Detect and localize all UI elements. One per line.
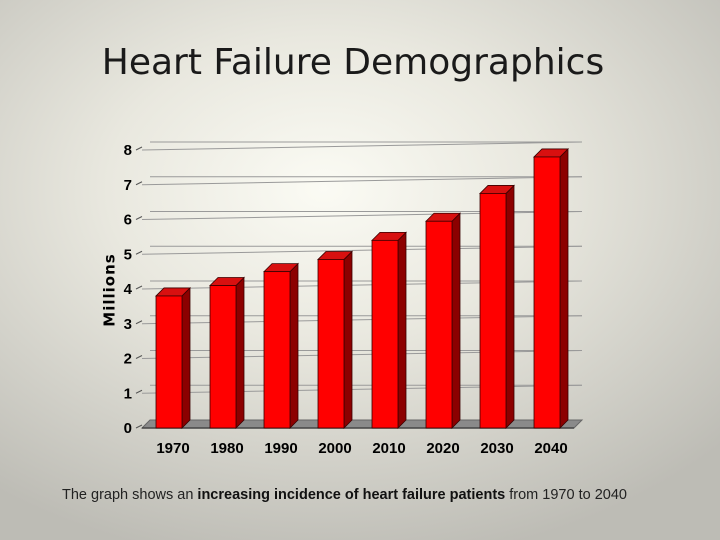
gridline — [141, 176, 583, 186]
slide-title: Heart Failure Demographics — [101, 42, 605, 83]
bar — [317, 250, 353, 429]
x-tick-label: 2030 — [480, 440, 513, 457]
bar-front — [425, 220, 453, 429]
y-tick-mark — [135, 389, 143, 394]
x-tick-label: 2000 — [318, 440, 351, 457]
y-tick-mark — [135, 424, 143, 429]
caption-text-emphasis: increasing incidence of heart failure pa… — [197, 487, 506, 503]
bar-side — [181, 286, 191, 429]
y-tick-label: 1 — [124, 385, 132, 402]
bar-side — [397, 231, 407, 429]
bar — [371, 231, 407, 429]
y-tick-label: 4 — [124, 281, 133, 298]
bar-side — [235, 276, 245, 429]
y-tick-mark — [135, 216, 143, 220]
bar-side — [559, 147, 569, 429]
x-tick-label: 1990 — [264, 440, 297, 457]
x-tick-label: 2040 — [534, 440, 567, 457]
y-tick-label: 2 — [124, 351, 132, 368]
bar-front — [371, 239, 399, 429]
y-tick-mark — [135, 250, 143, 255]
gridline — [141, 211, 583, 220]
bar-side — [505, 184, 515, 429]
y-tick-label: 0 — [124, 420, 132, 437]
y-tick-label: 7 — [124, 177, 132, 194]
bar-side — [343, 250, 353, 429]
bar-side — [451, 212, 461, 429]
y-tick-label: 6 — [124, 212, 132, 229]
y-tick-mark — [135, 146, 143, 151]
bar-front — [533, 156, 561, 429]
bar-front — [317, 259, 345, 429]
x-tick-label: 2020 — [426, 440, 459, 457]
floor-top — [140, 419, 584, 429]
chart-floor — [140, 419, 584, 429]
bar — [263, 262, 299, 429]
y-tick-mark — [135, 320, 143, 325]
bar — [209, 276, 245, 429]
y-tick-mark — [135, 285, 143, 290]
bars-layer — [155, 147, 569, 429]
y-axis-label: Millions — [101, 253, 119, 326]
caption-text-end: from 1970 to 2040 — [505, 487, 627, 503]
gridline — [141, 141, 583, 151]
bar-front — [155, 295, 183, 429]
grid-layer — [141, 141, 583, 394]
gridline — [141, 384, 583, 394]
y-axis-ticks: 0 1 2 3 4 5 6 7 8 — [124, 142, 143, 437]
bar-side — [289, 262, 299, 429]
gridline — [141, 315, 583, 325]
x-tick-label: 1970 — [156, 440, 189, 457]
slide-caption: The graph shows an increasing incidence … — [62, 486, 662, 504]
x-tick-label: 2010 — [372, 440, 405, 457]
bar — [479, 184, 515, 429]
gridline — [141, 350, 583, 359]
y-tick-mark — [135, 181, 143, 186]
bar-front — [479, 193, 507, 429]
gridline — [141, 245, 583, 255]
y-tick-label: 3 — [124, 316, 132, 333]
gridline — [141, 280, 583, 290]
bar — [533, 147, 569, 429]
bar — [155, 286, 191, 429]
caption-text-start: The graph shows an — [62, 487, 198, 503]
bar — [425, 212, 461, 429]
bar-front — [209, 285, 237, 429]
y-tick-label: 8 — [124, 142, 132, 159]
x-tick-label: 1980 — [210, 440, 243, 457]
x-axis-ticks: 1970 1980 1990 2000 2010 2020 2030 2040 — [156, 440, 567, 457]
y-tick-mark — [135, 355, 143, 359]
y-tick-label: 5 — [124, 246, 132, 263]
bar-front — [263, 271, 291, 429]
